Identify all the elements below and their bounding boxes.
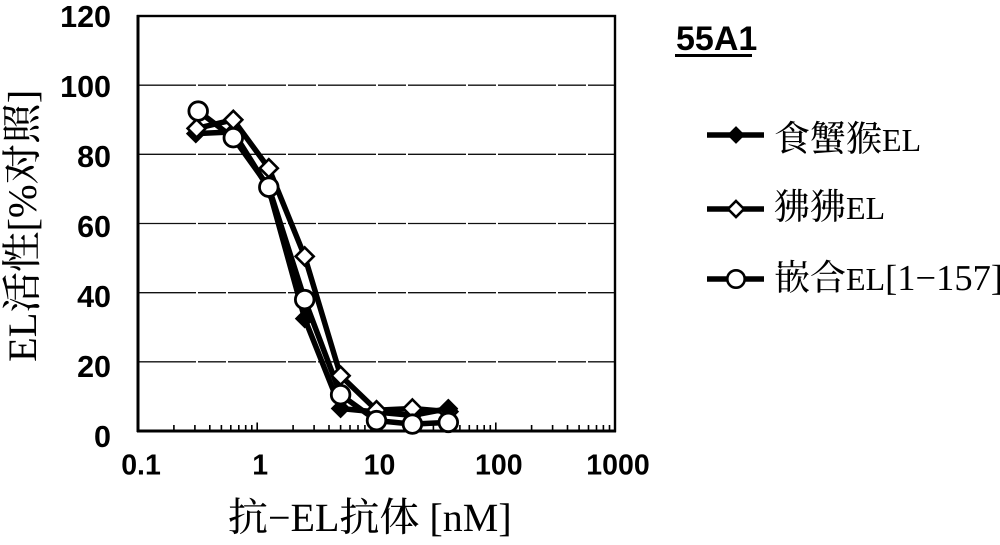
svg-text:60: 60: [77, 210, 111, 244]
svg-text:40: 40: [77, 280, 111, 314]
svg-text:10: 10: [364, 450, 396, 482]
svg-text:55A1: 55A1: [676, 20, 757, 58]
svg-text:0.1: 0.1: [121, 450, 161, 482]
svg-text:80: 80: [77, 140, 111, 174]
svg-text:1: 1: [252, 450, 268, 482]
svg-text:0: 0: [94, 420, 111, 454]
svg-text:100: 100: [475, 450, 523, 482]
svg-text:100: 100: [60, 70, 111, 104]
svg-text:20: 20: [77, 350, 111, 384]
svg-text:120: 120: [60, 0, 111, 34]
svg-text:1000: 1000: [586, 450, 649, 482]
